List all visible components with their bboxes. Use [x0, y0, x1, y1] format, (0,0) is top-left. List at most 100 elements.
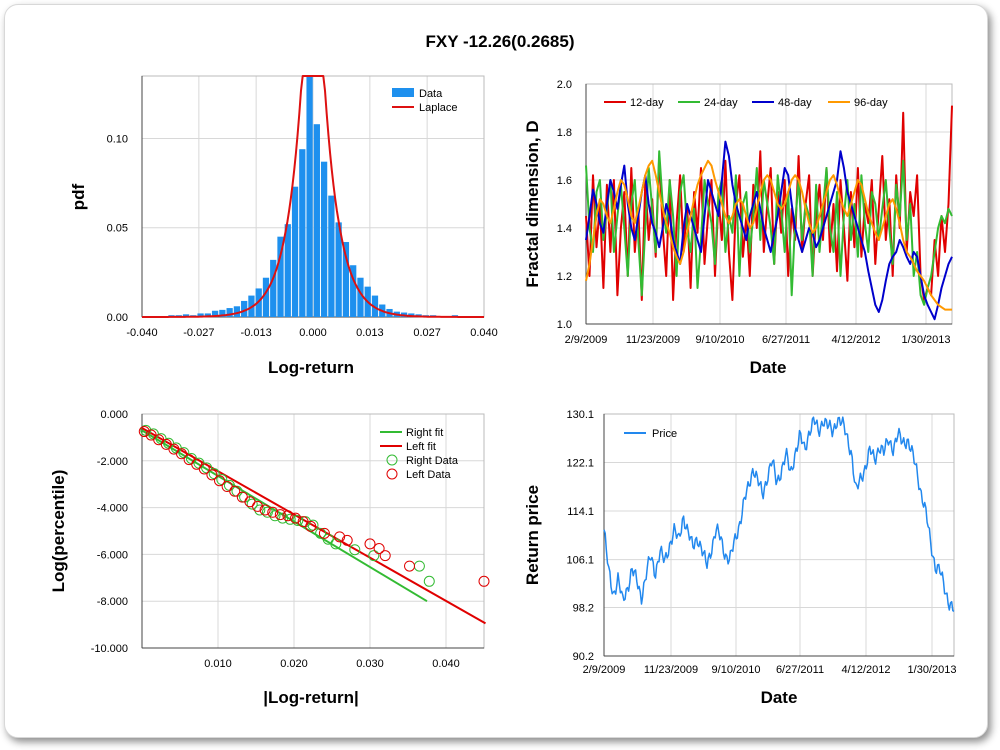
tail-y-tick-label: -2.000	[97, 456, 128, 468]
hist-bar	[219, 309, 226, 317]
right-data-point	[246, 498, 258, 510]
legend-left-data-label: Left Data	[406, 469, 452, 481]
tail-y-axis-label: Log(percentile)	[49, 470, 68, 593]
right-data-point	[315, 527, 327, 539]
fd-x-tick-label: 1/30/2013	[902, 334, 951, 346]
left-data-point	[206, 469, 218, 481]
right-data-point	[254, 504, 266, 516]
fd-y-tick-label: 1.8	[557, 127, 572, 139]
hist-x-tick-label: -0.040	[126, 327, 157, 339]
fd-x-tick-label: 6/27/2011	[762, 334, 810, 346]
fd-y-tick-label: 1.2	[557, 271, 572, 283]
left-data-point	[274, 509, 286, 521]
tail-y-tick-label: -10.000	[91, 643, 128, 655]
right-data-point	[349, 544, 361, 556]
price-y-tick-label: 98.2	[573, 602, 594, 614]
fd-y-axis-label: Fractal dimension, D	[523, 120, 542, 287]
price-y-tick-label: 130.1	[566, 409, 594, 421]
hist-bar	[197, 313, 204, 317]
right-data-point	[201, 462, 213, 474]
hist-bar	[233, 306, 241, 317]
left-data-point	[214, 475, 226, 487]
tail-y-tick-label: -4.000	[97, 503, 128, 515]
right-data-point	[307, 519, 319, 531]
right-data-point	[216, 474, 228, 486]
hist-y-tick-label: 0.10	[107, 133, 128, 145]
left-data-point	[373, 543, 385, 555]
tail-y-tick-label: -8.000	[97, 596, 128, 608]
tail-x-tick-label: 0.040	[432, 658, 460, 670]
fd-x-tick-label: 9/10/2010	[696, 334, 745, 346]
hist-x-tick-label: 0.000	[299, 327, 327, 339]
legend-right-fit-label: Right fit	[406, 427, 443, 439]
price-y-tick-label: 90.2	[573, 651, 594, 663]
price-y-tick-label: 114.1	[567, 506, 594, 518]
hist-x-tick-label: 0.027	[413, 327, 441, 339]
hist-bar	[342, 242, 350, 317]
hist-bar	[291, 186, 299, 317]
left-data-point	[334, 531, 346, 543]
hist-y-tick-label: 0.00	[107, 312, 128, 324]
fd-legend-label: 12-day	[630, 97, 664, 109]
legend-right-data-label: Right Data	[406, 455, 459, 467]
fd-y-tick-label: 1.0	[557, 319, 572, 331]
right-data-point	[368, 550, 380, 562]
price-plot-border	[603, 413, 955, 657]
tail-x-tick-label: 0.010	[204, 658, 232, 670]
price-y-tick-label: 122.1	[566, 458, 594, 470]
hist-bar	[277, 236, 284, 317]
hist-bar	[182, 314, 190, 317]
legend-right-data-swatch	[386, 454, 398, 466]
hist-bar	[306, 76, 313, 317]
tail-y-tick-label: 0.000	[100, 409, 128, 421]
price-x-tick-label: 1/30/2013	[908, 664, 957, 676]
chart-title: FXY -12.26(0.2685)	[425, 32, 575, 51]
fd-y-tick-label: 1.6	[557, 175, 572, 187]
left-data-point	[252, 500, 264, 512]
tail-x-axis-label: |Log-return|	[263, 688, 358, 707]
hist-x-tick-label: 0.013	[356, 327, 384, 339]
price-x-tick-label: 11/23/2009	[644, 664, 698, 676]
hist-bar	[270, 259, 277, 317]
hist-y-axis-label: pdf	[69, 183, 88, 210]
fd-y-tick-label: 2.0	[557, 79, 572, 91]
fd-x-tick-label: 4/12/2012	[832, 334, 881, 346]
hist-bar	[350, 265, 357, 317]
price-x-tick-label: 9/10/2010	[712, 664, 761, 676]
price-x-tick-label: 2/9/2009	[583, 664, 626, 676]
price-y-tick-label: 106.1	[566, 555, 594, 567]
laplace-curve	[142, 75, 484, 318]
right-data-point	[330, 538, 342, 550]
legend-left-fit-label: Left fit	[406, 441, 436, 453]
right-data-point	[292, 514, 304, 526]
hist-bar	[357, 277, 364, 317]
right-data-point	[261, 506, 273, 518]
right-fit-line	[141, 429, 428, 603]
fd-legend-label: 24-day	[704, 97, 738, 109]
legend-data-swatch	[392, 88, 414, 97]
right-data-point	[284, 513, 296, 525]
fd-x-tick-label: 11/23/2009	[626, 334, 680, 346]
left-data-point	[229, 485, 241, 497]
left-data-point	[341, 534, 353, 546]
price-line	[603, 416, 955, 613]
left-data-point	[198, 463, 210, 475]
tail-x-tick-label: 0.020	[280, 658, 308, 670]
left-data-point	[379, 550, 391, 562]
price-legend-label: Price	[652, 428, 677, 440]
tail-x-tick-label: 0.030	[356, 658, 384, 670]
price-x-tick-label: 6/27/2011	[776, 664, 824, 676]
hist-bar	[211, 310, 219, 317]
left-data-point	[364, 538, 376, 550]
hist-bar	[299, 149, 306, 317]
right-data-point	[208, 468, 220, 480]
hist-x-tick-label: 0.040	[470, 327, 498, 339]
fd-x-tick-label: 2/9/2009	[565, 334, 608, 346]
hist-bar	[328, 195, 335, 317]
price-x-tick-label: 4/12/2012	[842, 664, 891, 676]
right-data-point	[178, 447, 190, 459]
left-data-point	[318, 527, 330, 539]
fd-x-axis-label: Date	[750, 358, 787, 377]
fd-series-line	[585, 140, 953, 321]
right-data-point	[413, 560, 425, 572]
